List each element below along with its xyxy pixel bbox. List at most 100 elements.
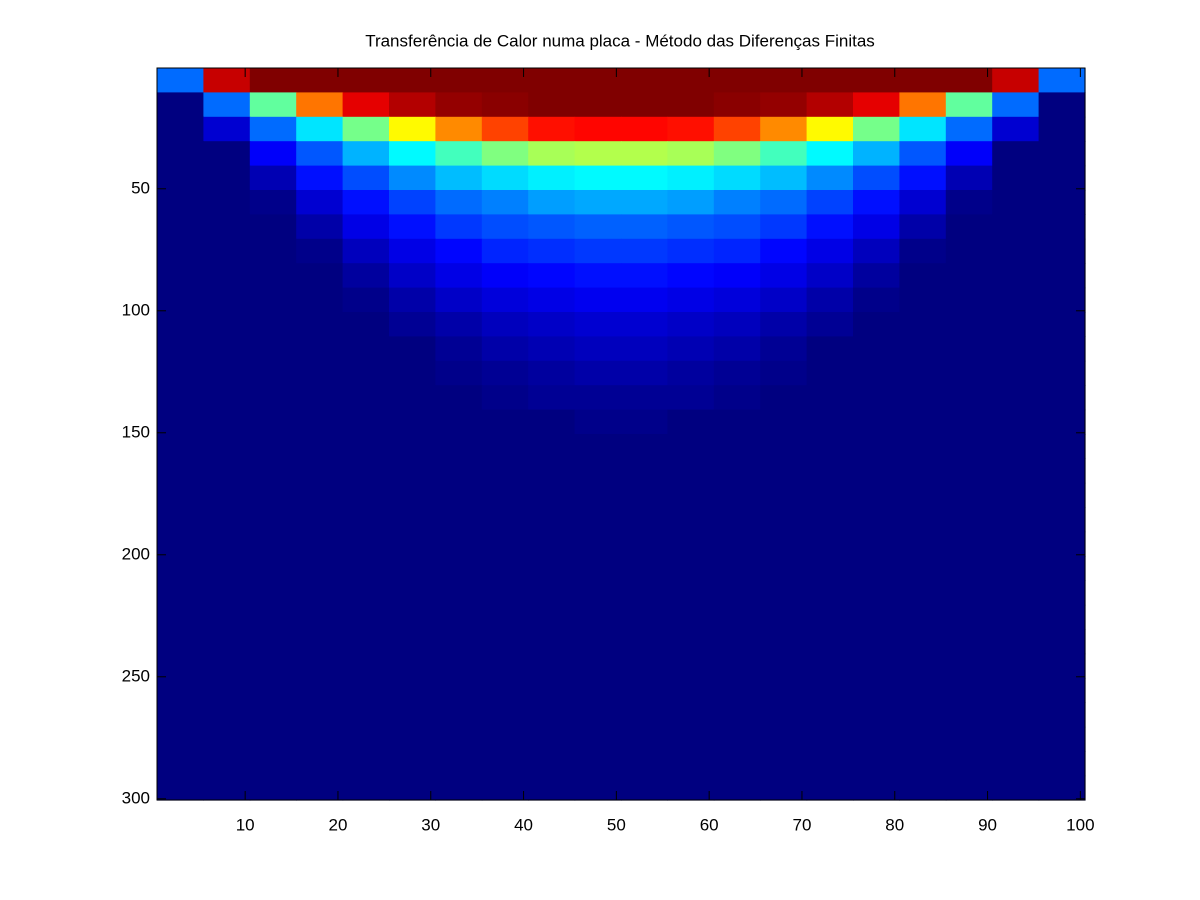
heatmap-cell bbox=[713, 434, 761, 459]
heatmap-cell bbox=[1038, 775, 1086, 801]
heatmap-cell bbox=[760, 580, 808, 606]
heatmap-cell bbox=[899, 68, 947, 93]
heatmap-cell bbox=[157, 629, 204, 655]
heatmap-cell bbox=[249, 653, 297, 679]
heatmap-cell bbox=[574, 580, 622, 606]
heatmap-cell bbox=[249, 312, 297, 337]
heatmap-cell bbox=[621, 312, 668, 337]
heatmap-cell bbox=[389, 507, 436, 533]
heatmap-cell bbox=[621, 556, 668, 581]
heatmap-cell bbox=[157, 482, 204, 508]
heatmap-cell bbox=[992, 141, 1040, 167]
heatmap-cell bbox=[481, 604, 529, 630]
heatmap-cell bbox=[342, 312, 390, 337]
heatmap-cell bbox=[296, 482, 344, 508]
heatmap-cell bbox=[945, 458, 993, 484]
heatmap-cell bbox=[481, 653, 529, 679]
heatmap-cell bbox=[667, 775, 715, 801]
heatmap-cell bbox=[435, 434, 483, 459]
heatmap-cell bbox=[574, 116, 622, 142]
heatmap-cell bbox=[760, 604, 808, 630]
heatmap-cell bbox=[713, 604, 761, 630]
heatmap-cell bbox=[899, 385, 947, 411]
heatmap-cell bbox=[992, 702, 1040, 728]
heatmap-cell bbox=[992, 580, 1040, 606]
heatmap-cell bbox=[945, 238, 993, 264]
heatmap-cell bbox=[899, 336, 947, 362]
heatmap-cell bbox=[296, 141, 344, 167]
heatmap-cell bbox=[1038, 336, 1086, 362]
heatmap-cell bbox=[481, 385, 529, 411]
heatmap-cell bbox=[760, 68, 808, 93]
heatmap-cell bbox=[157, 434, 204, 459]
heatmap-cell bbox=[713, 360, 761, 386]
heatmap-cell bbox=[435, 214, 483, 240]
heatmap-cell bbox=[992, 385, 1040, 411]
heatmap-cell bbox=[203, 458, 251, 484]
heatmap-cell bbox=[157, 653, 204, 679]
heatmap-cell bbox=[481, 141, 529, 167]
heatmap-cell bbox=[342, 336, 390, 362]
heatmap-cell bbox=[899, 507, 947, 533]
heatmap-cell bbox=[249, 702, 297, 728]
heatmap-cell bbox=[667, 434, 715, 459]
heatmap-cell bbox=[992, 116, 1040, 142]
heatmap-cell bbox=[296, 92, 344, 118]
heatmap-cell bbox=[853, 287, 900, 313]
heatmap-cell bbox=[574, 458, 622, 484]
heatmap-cell bbox=[296, 726, 344, 752]
heatmap-cell bbox=[435, 775, 483, 801]
heatmap-cell bbox=[435, 531, 483, 557]
heatmap-cell bbox=[296, 458, 344, 484]
heatmap-cell bbox=[853, 141, 900, 167]
heatmap-cell bbox=[296, 165, 344, 191]
heatmap-cell bbox=[713, 458, 761, 484]
heatmap-cell bbox=[435, 287, 483, 313]
heatmap-cell bbox=[667, 336, 715, 362]
heatmap-cell bbox=[574, 678, 622, 703]
heatmap-cell bbox=[1038, 116, 1086, 142]
heatmap-cell bbox=[992, 238, 1040, 264]
heatmap-cell bbox=[528, 629, 576, 655]
heatmap-cell bbox=[342, 68, 390, 93]
heatmap-cell bbox=[853, 68, 900, 93]
heatmap-cell bbox=[249, 238, 297, 264]
heatmap-cell bbox=[713, 556, 761, 581]
heatmap-cell bbox=[481, 629, 529, 655]
heatmap-cell bbox=[992, 751, 1040, 777]
heatmap-cell bbox=[945, 507, 993, 533]
heatmap-cell bbox=[713, 726, 761, 752]
heatmap-cell bbox=[481, 556, 529, 581]
x-tick-label: 90 bbox=[978, 815, 997, 834]
heatmap-cell bbox=[296, 580, 344, 606]
heatmap-cell bbox=[203, 409, 251, 435]
heatmap-cell bbox=[389, 458, 436, 484]
heatmap-cell bbox=[621, 336, 668, 362]
heatmap-cell bbox=[992, 653, 1040, 679]
heatmap-cell bbox=[806, 336, 854, 362]
heatmap-cell bbox=[667, 653, 715, 679]
x-tick-label: 40 bbox=[514, 815, 533, 834]
heatmap-cell bbox=[667, 507, 715, 533]
heatmap-cell bbox=[203, 751, 251, 777]
heatmap-cell bbox=[853, 116, 900, 142]
heatmap-cell bbox=[992, 165, 1040, 191]
heatmap-cell bbox=[853, 312, 900, 337]
heatmap-cell bbox=[992, 726, 1040, 752]
heatmap-cell bbox=[899, 751, 947, 777]
heatmap-cell bbox=[899, 580, 947, 606]
heatmap-cell bbox=[249, 190, 297, 215]
x-tick-label: 60 bbox=[700, 815, 719, 834]
heatmap-cell bbox=[574, 775, 622, 801]
heatmap-cell bbox=[342, 604, 390, 630]
heatmap-cell bbox=[713, 507, 761, 533]
y-tick-label: 100 bbox=[122, 300, 150, 319]
heatmap-cell bbox=[1038, 482, 1086, 508]
heatmap-cell bbox=[435, 360, 483, 386]
heatmap-cell bbox=[945, 92, 993, 118]
chart-title: Transferência de Calor numa placa - Méto… bbox=[365, 31, 875, 50]
heatmap-cell bbox=[945, 385, 993, 411]
heatmap-cell bbox=[621, 775, 668, 801]
heatmap-cell bbox=[1038, 556, 1086, 581]
heatmap-cell bbox=[621, 68, 668, 93]
